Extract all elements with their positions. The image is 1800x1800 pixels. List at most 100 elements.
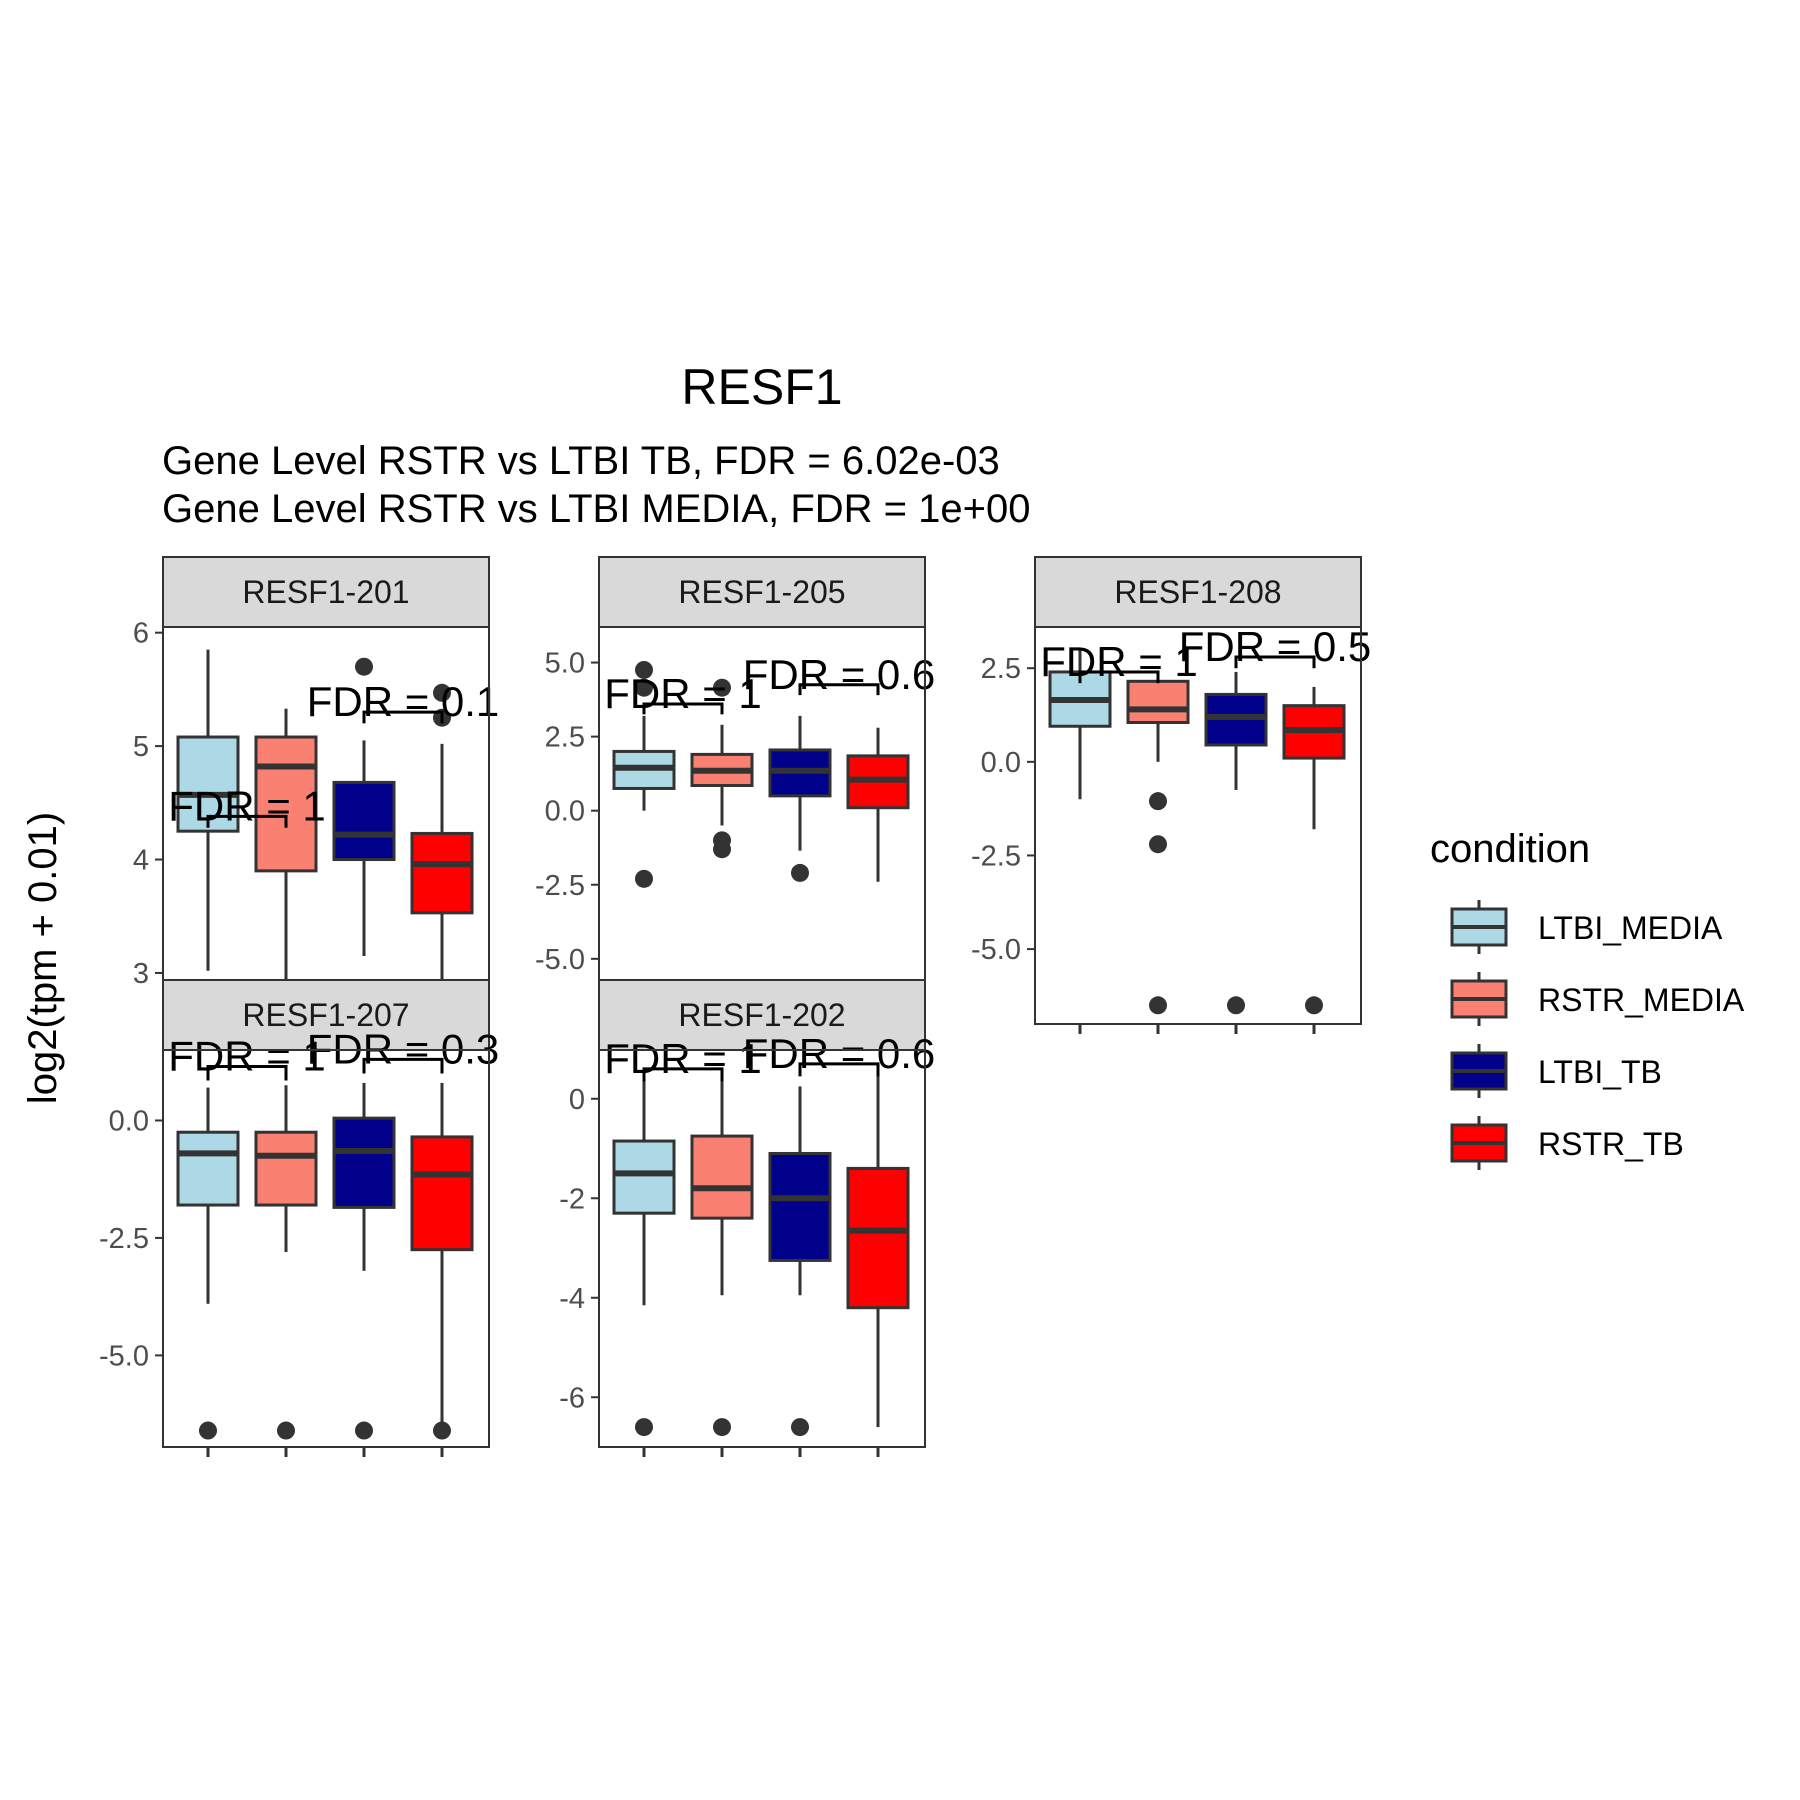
box-ltbi-tb [332,1082,396,1440]
outlier-point [277,1421,295,1440]
significance-bracket [1078,670,1160,684]
significance-bracket [362,710,444,724]
box-iqr [1126,679,1190,725]
box-rstr-tb [410,1082,474,1440]
box-rstr-media [254,1085,318,1440]
facet-label: RESF1-202 [678,997,845,1033]
facet-label: RESF1-207 [242,997,409,1033]
y-tick-label: -2.5 [535,870,585,902]
y-tick-label: 3 [133,958,149,990]
fdr-annotation: FDR = 0.1 [307,678,500,725]
y-axis-title: log2(tpm + 0.01) [21,812,65,1104]
box-iqr [254,1130,318,1207]
outlier-point [635,1418,653,1437]
y-tick-label: -4 [559,1283,585,1315]
outlier-point [713,678,731,697]
box-iqr [690,1134,754,1220]
fdr-annotation: FDR = 0.6 [743,1030,936,1077]
y-tick-label: 0.0 [545,796,585,828]
y-tick-label: 4 [133,845,149,877]
legend-label: LTBI_MEDIA [1538,910,1723,946]
legend-item-ltbi-tb: LTBI_TB [1450,1044,1662,1098]
chart-title: RESF1 [681,359,842,415]
legend-item-rstr-tb: RSTR_TB [1450,1116,1684,1170]
outlier-point [791,1418,809,1437]
box-iqr [846,1166,910,1310]
fdr-annotation: FDR = 1 [168,1032,326,1079]
box-iqr [768,1151,832,1262]
outlier-point [635,678,653,697]
outlier-point [355,657,373,676]
y-tick-label: 5.0 [545,648,585,680]
facet-panels: RESF1-201 3 4 5 6 FDR = 1 FDR = 0.1 RESF1-205 5.… [99,556,1371,1457]
fdr-annotation: FDR = 1 [604,1035,762,1082]
y-tick-label: -2.5 [99,1223,149,1255]
fdr-annotation: FDR = 1 [604,670,762,717]
facet-strip [162,556,490,628]
box-ltbi-tb [768,715,832,882]
y-tick-label: 2.5 [545,722,585,754]
outlier-point [635,869,653,888]
outlier-point [713,1418,731,1437]
fdr-annotation: FDR = 1 [168,782,326,829]
box-ltbi-media [612,1068,676,1437]
box-ltbi-media [176,1087,240,1440]
significance-bracket [206,1064,288,1081]
facet-strip [598,979,926,1051]
outlier-point [355,1421,373,1440]
outlier-point [433,683,451,702]
y-tick-label: 0.0 [109,1105,149,1137]
box-iqr [176,1130,240,1207]
facet-label: RESF1-208 [1114,574,1281,610]
box-iqr [410,831,474,915]
y-tick-label: 0 [569,1084,585,1116]
box-rstr-media [690,1068,754,1437]
legend-title: condition [1430,827,1590,871]
significance-bracket [798,1062,880,1077]
facet-strip [162,979,490,1051]
facet-strip [1034,556,1362,628]
significance-bracket [798,683,880,696]
outlier-point [1149,996,1167,1015]
facet-label: RESF1-201 [242,574,409,610]
panel-border [162,1049,490,1448]
outlier-point [713,840,731,859]
outlier-point [1149,835,1167,854]
outlier-point [635,660,653,679]
box-iqr [254,735,318,873]
facet-label: RESF1-205 [678,574,845,610]
box-rstr-media [254,708,318,1015]
fdr-annotation: FDR = 0.6 [743,651,936,698]
significance-bracket [1234,655,1316,669]
box-rstr-tb [410,683,474,1021]
outlier-point [199,1421,217,1440]
facet-panel: RESF1-201 3 4 5 6 FDR = 1 FDR = 0.1 [133,556,500,1025]
legend-item-rstr-media: RSTR_MEDIA [1450,972,1745,1026]
fdr-annotation: FDR = 0.3 [307,1025,500,1072]
box-rstr-tb [846,727,910,1016]
legend: condition LTBI_MEDIA RSTR_MEDIA LTBI_TB RST… [1430,827,1745,1170]
significance-bracket [206,814,288,828]
y-tick-label: 5 [133,731,149,763]
fdr-annotation: FDR = 1 [1040,638,1198,685]
box-rstr-tb [1282,686,1346,1015]
box-iqr [410,1135,474,1252]
y-tick-label: 2.5 [981,653,1021,685]
box-rstr-tb [846,1068,910,1428]
box-ltbi-tb [1204,671,1268,1015]
y-tick-label: -5.0 [535,944,585,976]
significance-bracket [642,1067,724,1082]
box-ltbi-tb [332,657,396,956]
y-tick-label: 0.0 [981,747,1021,779]
outlier-point [1305,996,1323,1015]
chart-subtitle-line-2: Gene Level RSTR vs LTBI MEDIA, FDR = 1e+… [162,487,1030,531]
box-ltbi-media [612,660,676,888]
box-ltbi-tb [768,1086,832,1437]
y-tick-label: -5.0 [971,934,1021,966]
outlier-point [1227,996,1245,1015]
